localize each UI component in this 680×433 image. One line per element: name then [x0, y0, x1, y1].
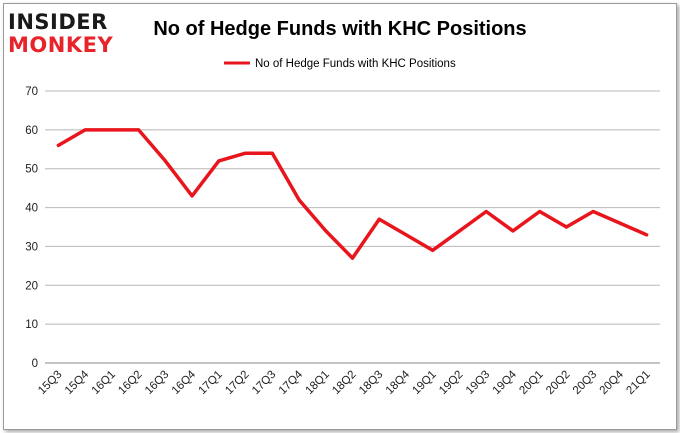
chart-title: No of Hedge Funds with KHC Positions [153, 18, 526, 40]
x-tick-label: 20Q3 [571, 369, 599, 397]
data-point [217, 159, 221, 163]
data-point [324, 229, 328, 233]
data-point [484, 209, 488, 213]
y-tick-label: 30 [25, 241, 38, 253]
data-point [110, 128, 114, 132]
y-tick-label: 0 [32, 358, 38, 370]
data-point [56, 143, 60, 147]
x-axis-ticks: 15Q315Q416Q116Q216Q316Q417Q117Q217Q317Q4… [36, 368, 653, 397]
data-point [297, 198, 301, 202]
x-tick-label: 21Q1 [624, 369, 652, 397]
x-tick-label: 18Q4 [384, 368, 413, 397]
data-point [538, 209, 542, 213]
data-point [511, 229, 515, 233]
data-point [618, 221, 622, 225]
x-tick-label: 18Q3 [357, 369, 385, 397]
x-tick-label: 20Q2 [544, 369, 572, 397]
x-tick-label: 16Q4 [170, 368, 199, 397]
x-tick-label: 15Q3 [36, 369, 64, 397]
x-tick-label: 15Q4 [63, 368, 92, 397]
data-point [137, 128, 141, 132]
x-tick-label: 16Q2 [116, 369, 144, 397]
data-point [645, 233, 649, 237]
data-point [431, 248, 435, 252]
y-tick-label: 50 [25, 164, 38, 176]
x-tick-label: 19Q4 [491, 368, 520, 397]
x-tick-label: 20Q1 [517, 369, 545, 397]
logo: INSIDER MONKEY [8, 10, 113, 57]
x-tick-label: 17Q1 [197, 369, 225, 397]
data-point [377, 217, 381, 221]
chart-frame [3, 3, 677, 430]
data-point [83, 128, 87, 132]
logo-line-2: MONKEY [8, 33, 113, 57]
x-tick-label: 16Q1 [90, 369, 118, 397]
x-tick-label: 19Q1 [410, 369, 438, 397]
data-point [163, 159, 167, 163]
x-tick-label: 19Q2 [437, 369, 465, 397]
series-layer [56, 128, 649, 260]
data-point [244, 151, 248, 155]
y-tick-label: 60 [25, 125, 38, 137]
x-tick-label: 20Q4 [598, 368, 627, 397]
x-tick-label: 18Q1 [303, 369, 331, 397]
logo-line-1: INSIDER [8, 10, 108, 34]
data-point [351, 256, 354, 260]
x-tick-label: 19Q3 [464, 369, 492, 397]
y-tick-label: 40 [25, 203, 38, 215]
data-point [591, 209, 595, 213]
legend-label: No of Hedge Funds with KHC Positions [255, 58, 456, 70]
gridlines [45, 90, 660, 364]
y-tick-label: 20 [25, 280, 38, 292]
data-point [404, 233, 408, 237]
data-point [190, 194, 194, 198]
x-tick-label: 17Q4 [277, 368, 306, 397]
data-point [564, 225, 568, 229]
x-tick-label: 17Q3 [250, 369, 278, 397]
y-tick-label: 10 [25, 319, 38, 331]
data-point [457, 229, 461, 233]
data-point [270, 151, 274, 155]
x-tick-label: 18Q2 [330, 369, 358, 397]
y-axis-ticks: 0 10 20 30 40 50 60 70 [25, 86, 38, 370]
x-tick-label: 17Q2 [223, 369, 251, 397]
legend: No of Hedge Funds with KHC Positions [224, 58, 456, 70]
series-line [56, 128, 649, 260]
x-tick-label: 16Q3 [143, 369, 171, 397]
y-tick-label: 70 [25, 86, 38, 98]
